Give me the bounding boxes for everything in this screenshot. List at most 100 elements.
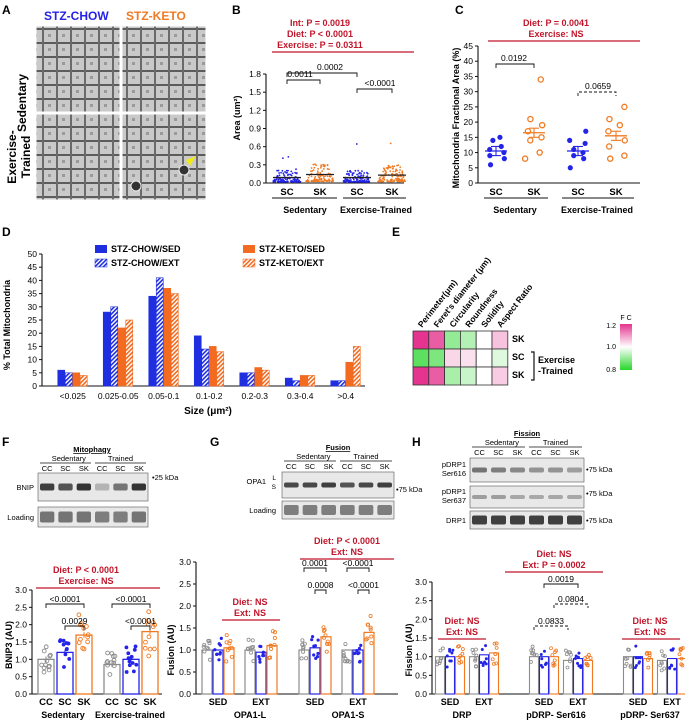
panel-b-point [366,181,369,183]
panel-h-point [634,664,638,668]
panel-f-point [124,645,129,650]
panel-h-point [634,644,638,648]
panel-c-bracket-1 [495,63,535,68]
panel-b-point [355,180,358,183]
heatmap-row-label-2: SC [512,352,525,362]
panel-d-x-tick-label: 0.3-0.4 [287,391,314,401]
heatmap-cell [428,348,445,368]
panel-h-point [662,666,667,671]
panel-g-point [313,644,318,648]
panel-f-point [85,632,91,638]
panel-f-cat-label: SC [124,697,137,708]
panel-g-point [250,638,255,643]
panel-b-point [397,179,399,182]
panel-g-point [218,651,222,655]
panel-f-bracket-2 [64,625,85,630]
panel-g-point [272,630,277,635]
panel-h-x-label: SED [535,697,554,707]
panel-g-point [217,658,221,662]
panel-f-bracket-3-label: <0.0001 [116,594,147,604]
panel-b-point [400,179,403,181]
panel-h-point [647,653,652,658]
panel-b-point [356,173,358,176]
panel-b-point [344,180,347,183]
panel-b-point [274,179,277,182]
heatmap-row-label-1: SK [512,334,525,344]
panel-f-point [131,669,136,674]
panel-f-cat-label: CC [39,697,53,708]
panel-b-point [358,171,361,174]
panel_g-lane-label: CC [286,462,297,471]
panel-h-band-label-ser637-a: pDRP1 [442,487,466,496]
panel-b-point [366,171,368,174]
panel_f-blot-strip [37,506,149,528]
panel-g-bar [309,647,321,695]
panel-c-point [527,137,534,144]
panel-b-point [402,175,405,178]
panel-a-letter: A [2,3,11,17]
panel-g-opa1s-title-2: Ext: NS [331,547,363,557]
panel-b-point [292,178,295,181]
panel-d-y-tick-label: 10 [28,355,38,365]
panel-b-point [387,164,390,167]
panel-g-point [358,660,362,664]
panel-b-point [318,178,321,181]
panel-h-point [529,660,533,664]
panel-h-point [456,644,460,649]
panel-h-point [679,656,684,661]
panel-f-point [61,642,66,647]
panel-f-point [44,658,50,664]
panel-h-point [552,658,557,663]
row-label-sedentary: Sedentary [15,74,29,132]
panel-b-point [382,167,385,170]
panel-b-point [352,178,355,181]
panel-b-y-tick-label: 0.3 [249,160,261,170]
panel_h-blot-strip [469,457,585,483]
panel-b-bracket-1 [286,79,321,84]
panel-f-cat-label: SC [58,697,71,708]
panel-h-point [668,665,672,669]
legend-chow-ext: STZ-CHOW/EXT [111,258,180,268]
panel-h-point [567,659,572,664]
panel-h-point [638,660,642,664]
panel-g-point [208,657,213,662]
panel-g-opa1l-title-1: Diet: NS [232,597,267,607]
panel-d-y-tick-label: 25 [28,315,38,325]
panel-d-bar [254,367,263,387]
panel-f-point [62,665,66,669]
panel_h-blot-group-sed: Sedentary [485,438,519,447]
panel-a: A STZ-CHOW STZ-KETO Sedentary Exercise- … [2,3,207,201]
panel-c-point [621,103,628,111]
panel_f-band [58,511,73,523]
panel-h-point [479,660,483,664]
panel-b-point [311,180,314,183]
panel-g-point [364,637,369,642]
panel-b-pvalue-2: 0.0002 [317,62,343,72]
panel-b-point [366,175,369,178]
panel-h-y-tick-label: 0.5 [415,670,427,680]
panel-b-point [349,169,352,172]
panel-d-bar [79,375,88,387]
panel-b-title-1: Int: P = 0.0019 [290,18,350,28]
panel-d-bar [110,306,119,387]
panel-b-point [296,172,298,174]
panel-b-point [382,176,385,179]
panel-b-point [278,174,281,177]
panel-f-point [105,650,110,656]
panel-h-y-tick-label: 0.0 [415,689,427,699]
col-label-chow: STZ-CHOW [44,9,109,23]
panel-b-point [321,170,324,172]
panel-b-point [379,179,381,181]
panel-h-y-tick-label: 3.0 [415,577,427,587]
panel-h-point [659,660,664,664]
panel-b-point [277,179,280,182]
panel-f-bracket-3 [111,603,151,608]
panel-b-point [326,180,329,182]
panel-d-bar [345,361,354,387]
panel-c-plot: 0 5 10 15 20 25 30 35 40 45 SC SK SC SK [464,41,640,199]
panel-h-kda-3: •75 kDa [586,516,613,525]
panel-c: C Diet: P = 0.0041 Exercise: NS Mitochon… [451,3,640,215]
panel-b-point [393,180,396,182]
panel-f-point [126,656,131,661]
